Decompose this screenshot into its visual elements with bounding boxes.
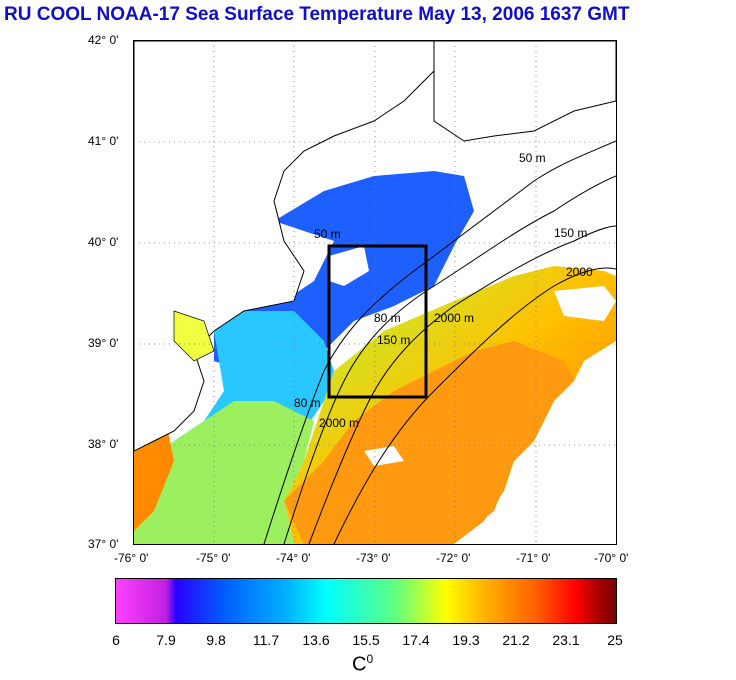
delaware-bay	[173, 310, 215, 362]
colorbar-tick: 11.7	[252, 632, 280, 648]
lon-label: -76° 0'	[114, 551, 149, 565]
lat-label: 38° 0'	[88, 437, 119, 451]
land-northeast	[433, 41, 616, 142]
lat-label: 39° 0'	[88, 336, 119, 350]
lon-label: -73° 0'	[356, 551, 391, 565]
sst-map[interactable]: 50 m 80 m 150 m 2000 m 2000 50 m 80 m 15…	[133, 40, 617, 545]
map-grid	[134, 41, 616, 544]
colorbar-unit: C0	[352, 652, 373, 677]
lat-label: 40° 0'	[88, 235, 119, 249]
lon-label: -74° 0'	[276, 551, 311, 565]
lon-label: -70° 0'	[594, 551, 629, 565]
sst-map-graphic	[134, 41, 616, 544]
lon-label: -72° 0'	[436, 551, 471, 565]
lat-label: 37° 0'	[88, 537, 119, 551]
colorbar-tick: 13.6	[302, 632, 330, 648]
contour-label: 2000 m	[434, 311, 475, 325]
lat-label: 42° 0'	[88, 33, 119, 47]
map-title: RU COOL NOAA-17 Sea Surface Temperature …	[4, 4, 630, 25]
study-area-box[interactable]	[327, 244, 428, 399]
cloud-gap-3	[554, 286, 616, 321]
colorbar-tick: 25	[607, 632, 623, 648]
unit-label: C	[352, 653, 367, 676]
colorbar-tick: 23.1	[552, 632, 580, 648]
sst-south-green	[134, 401, 314, 544]
contour-label: 2000 m	[319, 416, 360, 430]
colorbar-tick: 6	[112, 632, 120, 648]
colorbar-tick: 19.3	[452, 632, 480, 648]
contour-label: 50 m	[519, 151, 546, 165]
temperature-colorbar	[115, 578, 617, 624]
colorbar-tick: 21.2	[502, 632, 530, 648]
contour-label: 2000	[566, 265, 593, 279]
contour-label: 150 m	[554, 226, 588, 240]
bathymetry-contours	[263, 140, 616, 544]
lat-label: 41° 0'	[88, 134, 119, 148]
contour-label: 80 m	[374, 311, 401, 325]
cloud-gap-1	[329, 246, 369, 286]
cloud-gap-2	[364, 446, 404, 466]
contour-label: 50 m	[314, 227, 341, 241]
lon-label: -71° 0'	[516, 551, 551, 565]
colorbar-tick: 15.5	[352, 632, 380, 648]
unit-superscript: 0	[366, 652, 374, 666]
contour-label: 150 m	[377, 333, 411, 347]
lon-label: -75° 0'	[196, 551, 231, 565]
colorbar-tick: 7.9	[156, 632, 176, 648]
contour-label: 80 m	[294, 396, 321, 410]
colorbar-tick: 17.4	[402, 632, 430, 648]
colorbar-tick: 9.8	[206, 632, 226, 648]
land-mass	[134, 41, 435, 452]
sst-gulfstream	[284, 341, 574, 544]
